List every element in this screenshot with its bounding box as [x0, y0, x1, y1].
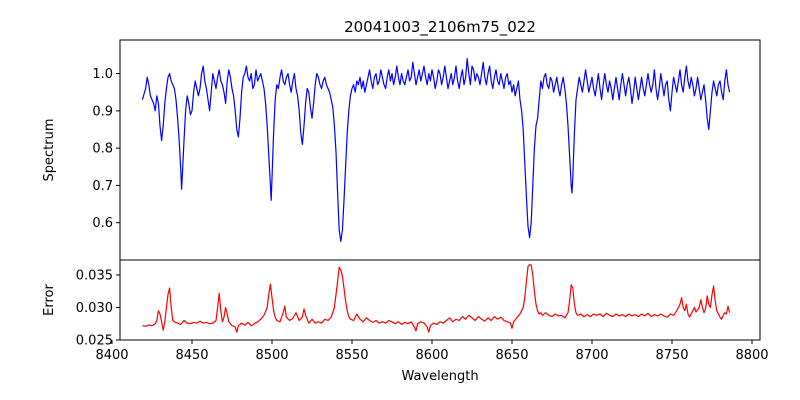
x-tick-label: 8750 — [655, 348, 688, 363]
spectrum-y-tick-label: 0.9 — [92, 104, 113, 119]
x-tick-label: 8800 — [735, 348, 768, 363]
error-y-axis-label: Error — [42, 284, 57, 316]
spectrum-y-tick-label: 0.7 — [92, 179, 113, 194]
x-tick-label: 8650 — [495, 348, 528, 363]
x-tick-label: 8400 — [95, 348, 128, 363]
error-y-tick-label: 0.035 — [76, 268, 113, 283]
x-tick-label: 8500 — [255, 348, 288, 363]
error-series-group — [142, 264, 731, 333]
spectrum-y-ticks: 0.6 0.7 0.8 0.9 1.0 — [92, 67, 120, 231]
x-tick-label: 8450 — [175, 348, 208, 363]
x-axis-ticks: 8400 8450 8500 8550 8600 8650 8700 8750 8800 — [95, 340, 769, 363]
x-tick-label: 8550 — [335, 348, 368, 363]
spectrum-y-tick-label: 1.0 — [92, 67, 113, 82]
x-tick-label: 8700 — [575, 348, 608, 363]
spectrum-panel: 0.6 0.7 0.8 0.9 1.0 Spectrum — [42, 39, 761, 261]
spectrum-y-tick-label: 0.6 — [92, 216, 113, 231]
chart-title: 20041003_2106m75_022 — [344, 18, 536, 37]
x-axis-label: Wavelength — [401, 369, 478, 384]
spectrum-y-tick-label: 0.8 — [92, 142, 113, 157]
spectrum-series-line — [141, 58, 731, 242]
error-y-ticks: 0.025 0.030 0.035 — [76, 268, 120, 349]
error-panel: 0.025 0.030 0.035 Error — [42, 259, 761, 349]
error-y-tick-label: 0.025 — [76, 334, 113, 349]
error-series-line — [142, 264, 731, 333]
error-y-tick-label: 0.030 — [76, 301, 113, 316]
error-axes-frame — [119, 259, 761, 341]
x-tick-label: 8600 — [415, 348, 448, 363]
spectrum-series-group — [141, 58, 731, 242]
spectrum-y-axis-label: Spectrum — [42, 119, 57, 182]
